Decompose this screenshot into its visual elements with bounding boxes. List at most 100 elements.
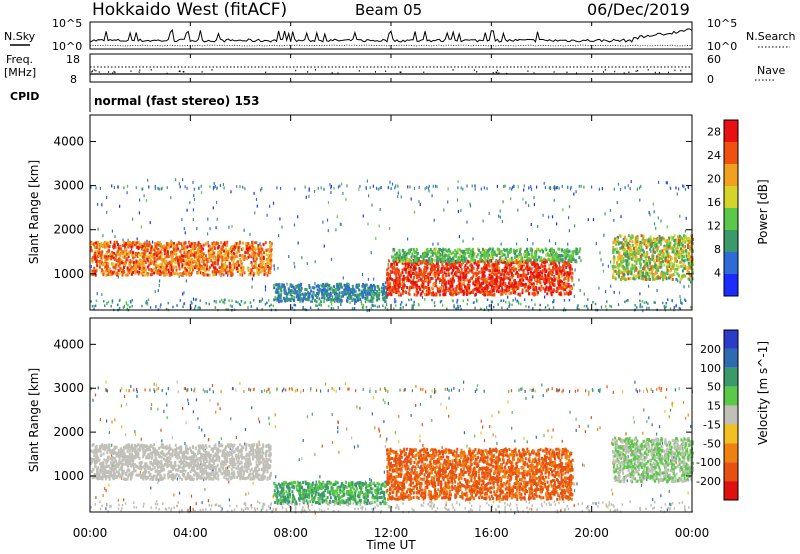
echo-cell: [480, 187, 482, 191]
echo-cell: [117, 264, 120, 268]
echo-cell: [156, 265, 159, 268]
echo-cell: [292, 290, 295, 294]
echo-cell: [438, 289, 441, 293]
echo-cell: [258, 254, 261, 257]
echo-cell: [211, 270, 214, 274]
echo-cell: [442, 265, 445, 269]
echo-cell: [386, 284, 389, 288]
echo-cell: [523, 283, 526, 287]
echo-cell: [636, 235, 639, 239]
echo-cell: [340, 282, 343, 286]
echo-cell: [404, 265, 407, 269]
echo-cell: [140, 243, 143, 247]
echo-cell: [523, 184, 525, 188]
echo-cell: [646, 264, 649, 268]
echo-cell: [490, 251, 493, 255]
echo-cell: [445, 274, 448, 278]
freq-dot: [178, 70, 180, 72]
echo-cell: [550, 292, 553, 296]
echo-cell: [120, 261, 123, 265]
echo-cell: [452, 251, 455, 255]
echo-cell: [483, 287, 486, 290]
echo-cell: [308, 292, 310, 296]
echo-cell: [558, 254, 560, 258]
echo-cell: [524, 259, 527, 263]
echo-cell: [137, 272, 140, 276]
echo-cell: [441, 278, 444, 282]
echo-cell: [116, 272, 119, 276]
echo-cell: [133, 253, 136, 257]
echo-cell: [501, 284, 503, 288]
echo-cell: [200, 184, 202, 188]
echo-cell: [108, 268, 111, 272]
echo-cell: [176, 244, 179, 248]
echo-cell: [561, 282, 564, 286]
echo-cell: [255, 254, 258, 258]
echo-cell: [449, 288, 452, 292]
echo-cell: [491, 284, 494, 288]
echo-cell: [542, 213, 544, 217]
echo-cell: [336, 215, 338, 219]
echo-cell: [449, 263, 452, 267]
echo-cell: [181, 218, 183, 222]
echo-cell: [521, 283, 524, 286]
echo-cell: [158, 243, 160, 247]
echo-cell: [367, 222, 369, 226]
echo-cell: [369, 287, 372, 291]
echo-cell: [413, 249, 416, 253]
echo-cell: [499, 279, 502, 283]
echo-cell: [499, 289, 502, 293]
echo-cell: [247, 247, 250, 251]
echo-cell: [481, 275, 484, 278]
echo-cell: [539, 259, 542, 263]
echo-cell: [156, 243, 159, 247]
echo-cell: [268, 254, 271, 258]
echo-cell: [221, 256, 224, 260]
echo-cell: [406, 259, 409, 263]
echo-cell: [398, 292, 400, 296]
echo-cell: [421, 290, 424, 294]
echo-cell: [518, 268, 521, 272]
echo-cell: [103, 254, 106, 258]
echo-cell: [487, 283, 490, 287]
echo-cell: [415, 248, 418, 252]
echo-cell: [568, 249, 571, 253]
echo-cell: [323, 293, 326, 297]
echo-cell: [438, 277, 441, 281]
echo-cell: [343, 292, 345, 296]
echo-cell: [449, 249, 452, 253]
echo-cell: [256, 204, 258, 208]
echo-cell: [483, 266, 486, 269]
echo-cell: [310, 289, 313, 293]
echo-cell: [505, 248, 508, 252]
echo-cell: [402, 289, 405, 293]
echo-cell: [178, 182, 180, 186]
echo-cell: [332, 295, 334, 299]
echo-cell: [434, 273, 437, 277]
echo-cell: [412, 263, 415, 267]
echo-cell: [495, 289, 498, 293]
echo-cell: [111, 245, 114, 248]
echo-cell: [397, 272, 400, 276]
echo-cell: [277, 283, 280, 287]
echo-cell: [95, 246, 98, 249]
echo-cell: [287, 298, 290, 301]
echo-cell: [346, 282, 349, 286]
echo-cell: [548, 186, 550, 190]
echo-cell: [178, 272, 181, 276]
echo-cell: [180, 242, 183, 246]
echo-cell: [447, 280, 450, 284]
echo-cell: [679, 295, 681, 299]
echo-cell: [658, 258, 661, 262]
echo-cell: [466, 259, 469, 263]
echo-cell: [433, 267, 436, 271]
echo-cell: [114, 272, 117, 276]
echo-cell: [90, 245, 93, 249]
echo-cell: [358, 295, 361, 299]
echo-cell: [213, 242, 215, 246]
echo-cell: [298, 285, 301, 289]
freq-dot: [337, 72, 339, 74]
echo-cell: [532, 285, 535, 289]
echo-cell: [573, 192, 575, 196]
echo-cell: [477, 260, 479, 264]
